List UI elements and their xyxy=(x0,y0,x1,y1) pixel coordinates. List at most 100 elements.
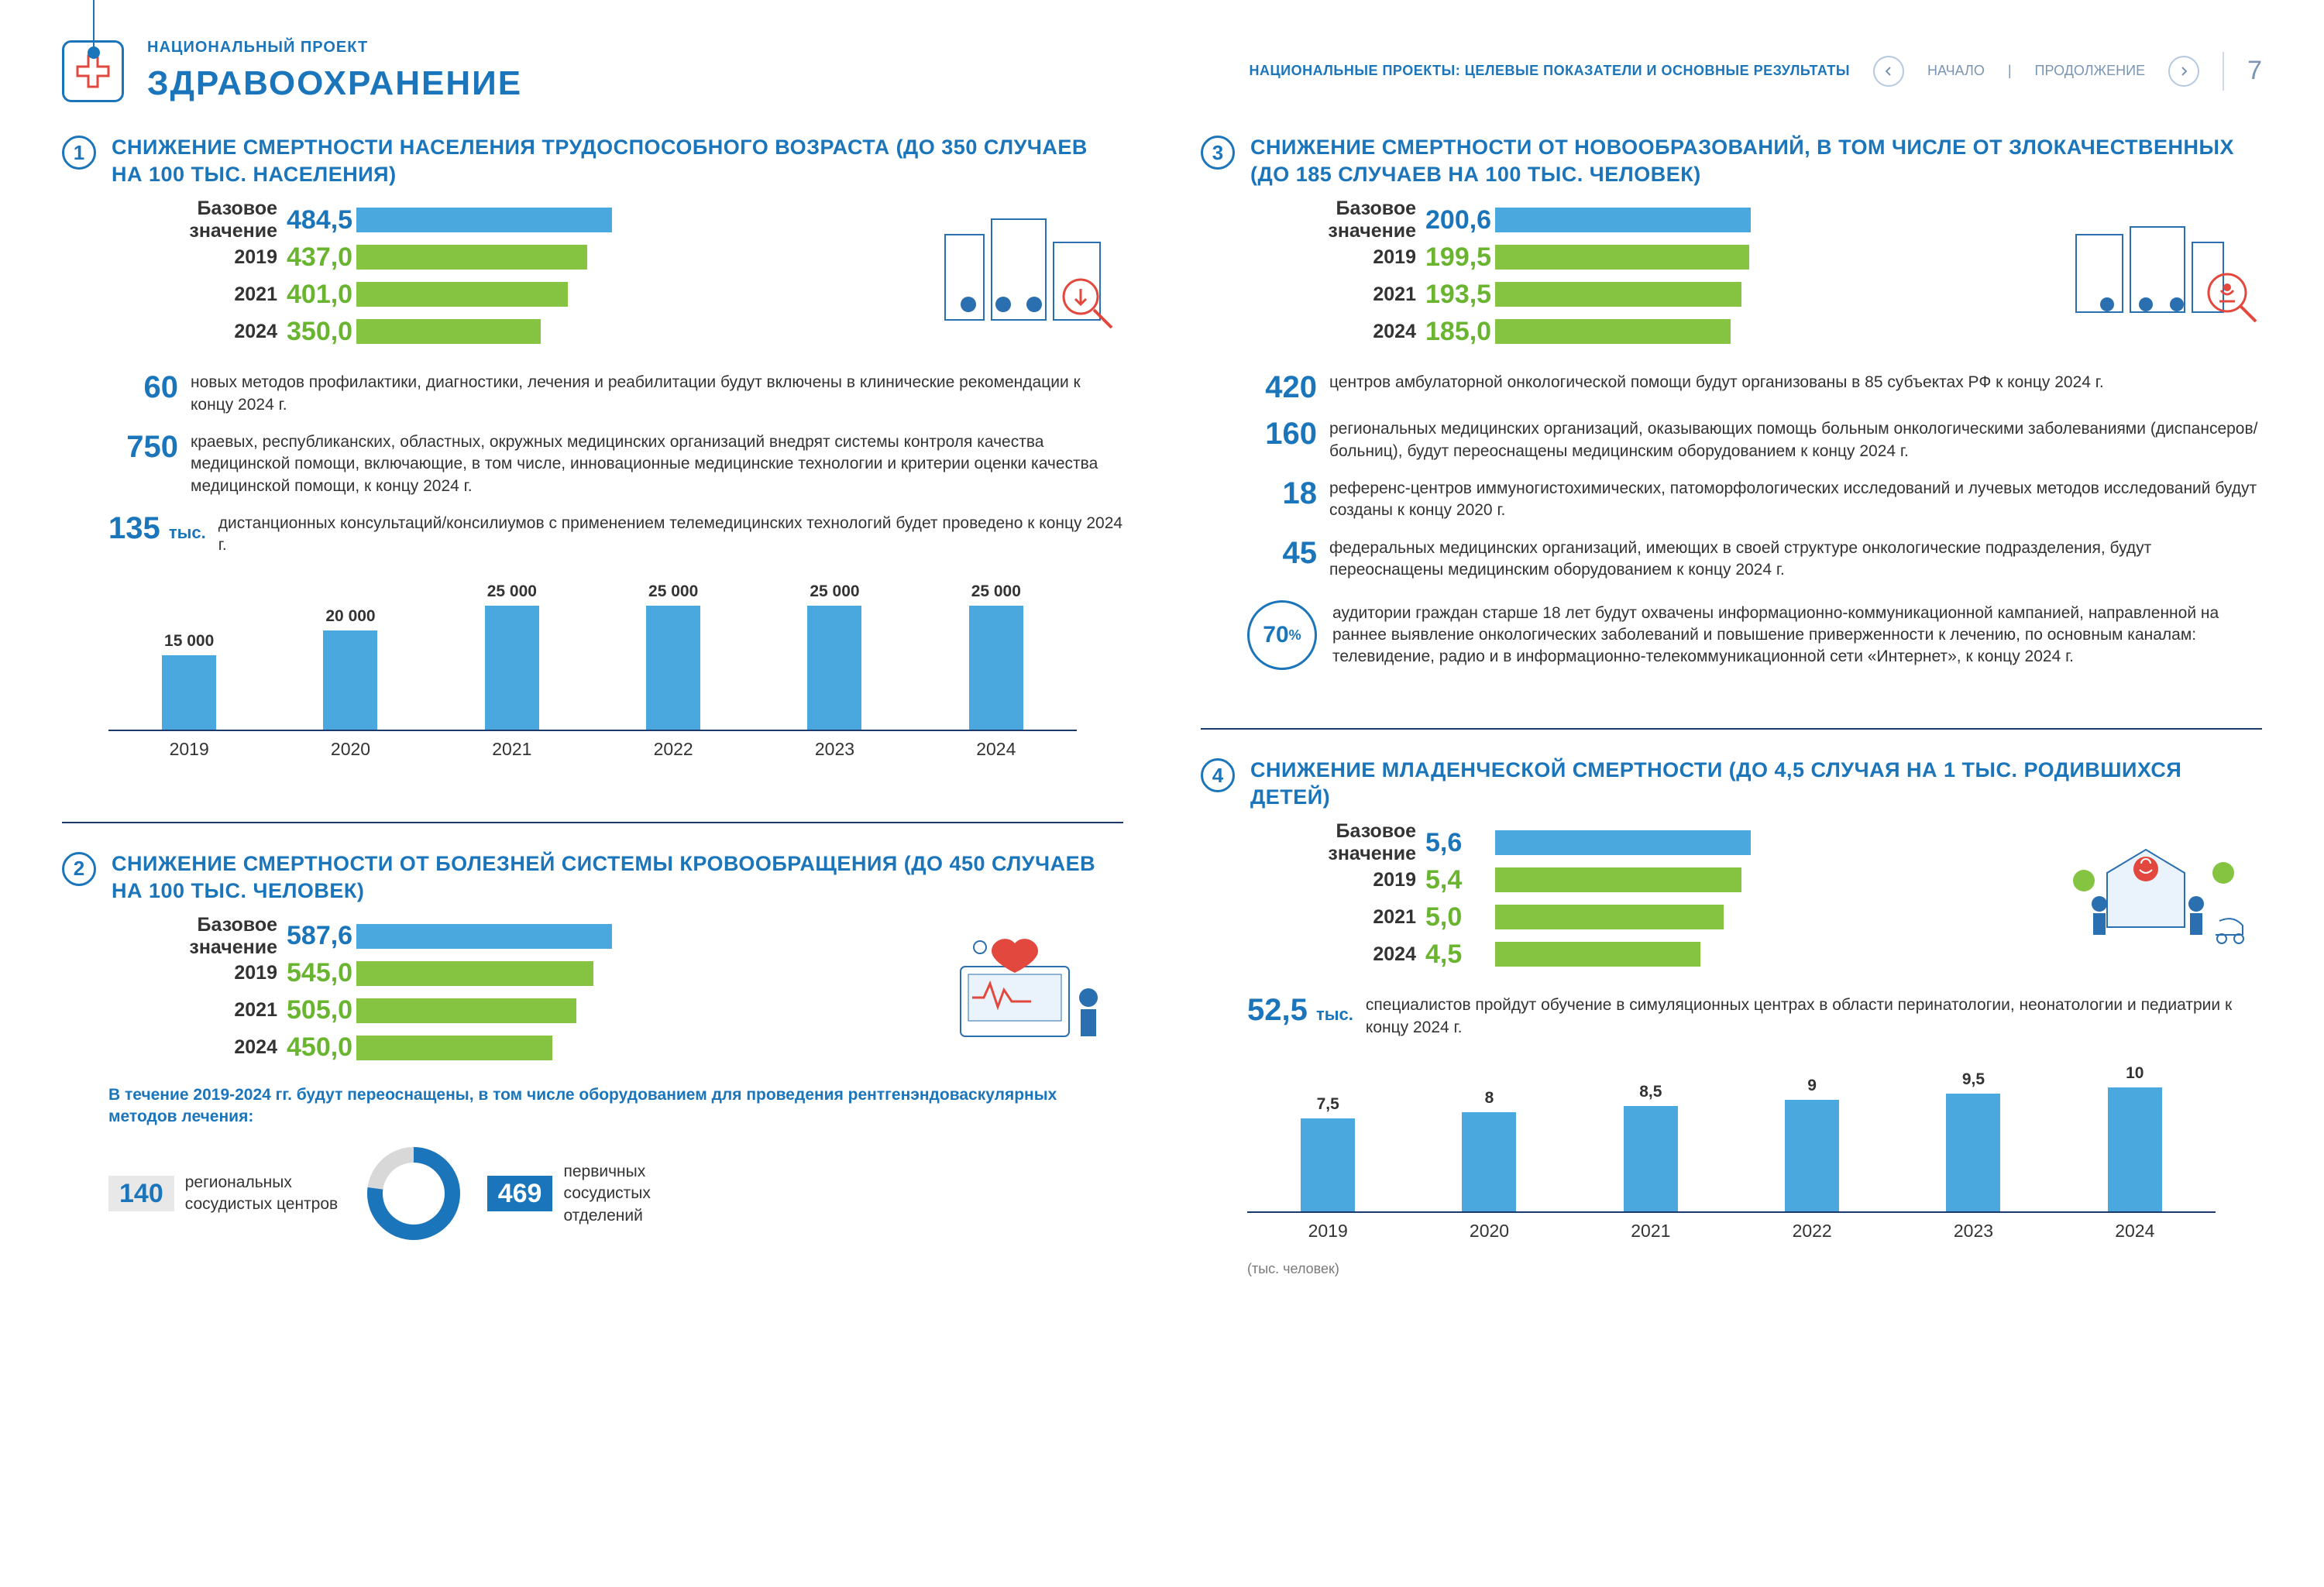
hbar-bar xyxy=(356,998,576,1023)
hbar-row: 20244,5 xyxy=(1247,938,2045,970)
header-overline: НАЦИОНАЛЬНЫЙ ПРОЕКТ xyxy=(147,39,522,57)
right-column: 3 СНИЖЕНИЕ СМЕРТНОСТИ ОТ НОВООБРАЗОВАНИЙ… xyxy=(1201,134,2262,1304)
hbar-value: 193,5 xyxy=(1425,280,1495,310)
vbar-slot: 15 000 xyxy=(108,576,270,730)
section-4-vchart: 7,588,599,510 201920202021202220232024 xyxy=(1247,1058,2216,1242)
vbar-slot: 25 000 xyxy=(431,576,593,730)
page-title: ЗДРАВООХРАНЕНИЕ xyxy=(147,64,522,103)
hbar-bar xyxy=(1495,942,1700,967)
hbar-label: 2021 xyxy=(1247,906,1425,929)
vbar xyxy=(969,606,1023,730)
hbar-label: 2019 xyxy=(108,246,287,269)
hbar-value: 587,6 xyxy=(287,921,356,951)
section-2-title: СНИЖЕНИЕ СМЕРТНОСТИ ОТ БОЛЕЗНЕЙ СИСТЕМЫ … xyxy=(112,850,1123,905)
vbar-value: 20 000 xyxy=(325,607,375,626)
hbar-row: Базовое значение5,6 xyxy=(1247,826,2045,859)
hbar-label: 2019 xyxy=(108,962,287,984)
hbar-bar xyxy=(356,282,568,307)
hbar-label: 2021 xyxy=(108,999,287,1022)
section-3-stats: 420центров амбулаторной онкологической п… xyxy=(1247,372,2262,581)
vbar-slot: 8,5 xyxy=(1570,1058,1731,1211)
nav-start-label[interactable]: НАЧАЛО xyxy=(1927,63,1985,79)
section-1-stats: 60новых методов профилактики, диагностик… xyxy=(108,372,1123,556)
section-2: 2 СНИЖЕНИЕ СМЕРТНОСТИ ОТ БОЛЕЗНЕЙ СИСТЕМ… xyxy=(62,850,1123,1245)
vbar-x-label: 2021 xyxy=(431,739,593,760)
hbar-value: 350,0 xyxy=(287,317,356,347)
hbar-label: 2024 xyxy=(108,321,287,343)
nav-cont-label[interactable]: ПРОДОЛЖЕНИЕ xyxy=(2035,63,2146,79)
donut-right-num: 469 xyxy=(487,1176,553,1211)
vbar xyxy=(1946,1094,2000,1211)
hbar-row: Базовое значение587,6 xyxy=(108,920,906,953)
divider xyxy=(62,822,1123,823)
donut-row: 140 региональных сосудистых центров 469 … xyxy=(108,1143,1123,1244)
pediatrics-illustration-icon xyxy=(2061,826,2262,966)
chevron-right-icon xyxy=(2178,66,2189,77)
vbar-slot: 8 xyxy=(1408,1058,1569,1211)
left-column: 1 СНИЖЕНИЕ СМЕРТНОСТИ НАСЕЛЕНИЯ ТРУДОСПО… xyxy=(62,134,1123,1304)
hbar-bar xyxy=(1495,282,1741,307)
vbar-slot: 25 000 xyxy=(916,576,1077,730)
hbar-value: 199,5 xyxy=(1425,242,1495,273)
hbar-label: Базовое значение xyxy=(1247,198,1425,242)
vbar xyxy=(162,655,216,730)
vbar xyxy=(2108,1087,2162,1211)
hbar-row: 2021505,0 xyxy=(108,994,906,1027)
section-1-title: СНИЖЕНИЕ СМЕРТНОСТИ НАСЕЛЕНИЯ ТРУДОСПОСО… xyxy=(112,134,1123,188)
section-1-vchart: 15 00020 00025 00025 00025 00025 000 201… xyxy=(108,576,1077,760)
stat-num: 18 xyxy=(1247,478,1317,509)
vbar xyxy=(646,606,700,730)
vbar-x-label: 2019 xyxy=(108,739,270,760)
section-3: 3 СНИЖЕНИЕ СМЕРТНОСТИ ОТ НОВООБРАЗОВАНИЙ… xyxy=(1201,134,2262,685)
hbar-bar xyxy=(356,245,587,270)
vbar-x-label: 2023 xyxy=(1893,1221,2054,1242)
vbar-slot: 20 000 xyxy=(270,576,431,730)
hbar-row: 2024185,0 xyxy=(1247,315,2045,348)
section-4: 4 СНИЖЕНИЕ МЛАДЕНЧЕСКОЙ СМЕРТНОСТИ (ДО 4… xyxy=(1201,757,2262,1277)
donut-left-num: 140 xyxy=(108,1176,174,1211)
hbar-row: 2019545,0 xyxy=(108,957,906,990)
stat-text: центров амбулаторной онкологической помо… xyxy=(1329,372,2262,393)
nav-prev-button[interactable] xyxy=(1873,56,1904,87)
vbar-x-label: 2020 xyxy=(270,739,431,760)
vbar xyxy=(1624,1106,1678,1211)
hbar-value: 450,0 xyxy=(287,1032,356,1063)
hbar-value: 5,0 xyxy=(1425,902,1495,933)
hbar-row: 2021401,0 xyxy=(108,278,906,311)
stat-text: дистанционных консультаций/консилиумов с… xyxy=(218,513,1123,557)
vbar-x-label: 2024 xyxy=(916,739,1077,760)
section-2-hbars: Базовое значение587,62019545,02021505,02… xyxy=(108,920,906,1069)
hbar-row: Базовое значение200,6 xyxy=(1247,204,2045,236)
header-subtitle: НАЦИОНАЛЬНЫЕ ПРОЕКТЫ: ЦЕЛЕВЫЕ ПОКАЗАТЕЛИ… xyxy=(1249,63,1850,79)
hbar-value: 5,6 xyxy=(1425,828,1495,858)
hbar-row: 2019437,0 xyxy=(108,241,906,273)
vbar-slot: 9,5 xyxy=(1893,1058,2054,1211)
stat-num: 60 xyxy=(108,372,178,403)
percent-text: аудитории граждан старше 18 лет будут ох… xyxy=(1332,603,2262,668)
stat-num: 45 xyxy=(1247,538,1317,569)
stat-num: 135 тыс. xyxy=(108,513,206,544)
cardiology-illustration-icon xyxy=(922,920,1123,1060)
spine-dot xyxy=(88,46,100,59)
hbar-label: 2021 xyxy=(1247,283,1425,306)
hbar-bar xyxy=(1495,867,1741,892)
vbar-slot: 10 xyxy=(2054,1058,2216,1211)
nav-next-button[interactable] xyxy=(2168,56,2199,87)
vbar-x-label: 2023 xyxy=(754,739,915,760)
vbar xyxy=(485,606,539,730)
hbar-row: 20215,0 xyxy=(1247,901,2045,933)
vbar xyxy=(323,630,377,730)
vbar xyxy=(1462,1112,1516,1211)
hbar-label: 2019 xyxy=(1247,869,1425,891)
hbar-bar xyxy=(356,924,612,949)
hbar-value: 185,0 xyxy=(1425,317,1495,347)
hbar-row: 2024350,0 xyxy=(108,315,906,348)
section-4-hbars: Базовое значение5,620195,420215,020244,5 xyxy=(1247,826,2045,975)
stat-num: 52,5 тыс. xyxy=(1247,994,1353,1025)
section-1: 1 СНИЖЕНИЕ СМЕРТНОСТИ НАСЕЛЕНИЯ ТРУДОСПО… xyxy=(62,134,1123,779)
vbar-x-label: 2022 xyxy=(1731,1221,1893,1242)
vbar-value: 25 000 xyxy=(810,582,859,601)
vbar-slot: 25 000 xyxy=(754,576,915,730)
stat-row: 160региональных медицинских организаций,… xyxy=(1247,418,2262,462)
hbar-label: 2021 xyxy=(108,283,287,306)
